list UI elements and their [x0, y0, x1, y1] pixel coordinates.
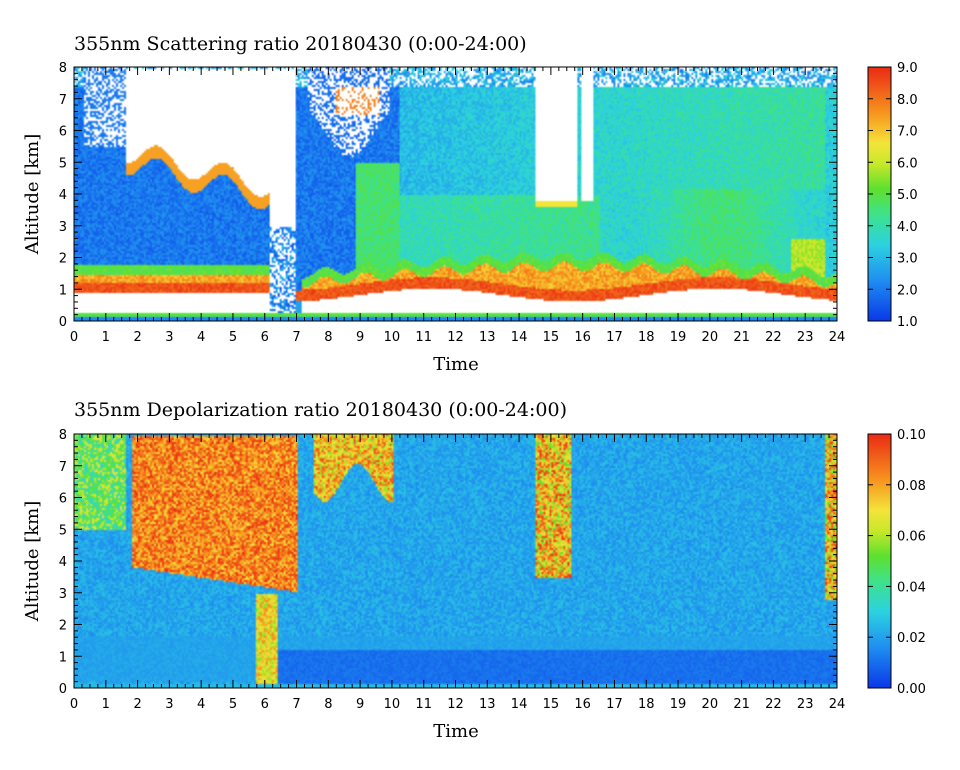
y-tick-label: 3	[59, 587, 67, 602]
x-tick-label: 11	[415, 697, 432, 712]
depolarization-heatmap	[74, 434, 837, 688]
x-tick-label: 0	[70, 330, 78, 345]
x-tick-label: 2	[133, 697, 141, 712]
scattering-title: 355nm Scattering ratio 20180430 (0:00-24…	[74, 33, 527, 55]
x-tick-label: 19	[670, 330, 687, 345]
y-tick-label: 1	[59, 650, 67, 665]
depolarization-ratio-panel: 355nm Depolarization ratio 20180430 (0:0…	[22, 399, 926, 742]
x-tick-label: 23	[797, 330, 814, 345]
scattering-colorbar-ticks: 1.0 2.0 3.0 4.0 5.0 6.0 7.0 8.0 9.0	[868, 61, 918, 330]
depolarization-ylabel: Altitude [km]	[22, 501, 43, 623]
colorbar-tick-label: 0.04	[897, 580, 926, 595]
x-tick-label: 8	[324, 697, 332, 712]
x-tick-label: 4	[197, 330, 205, 345]
colorbar-tick-label: 0.02	[897, 631, 926, 646]
x-tick-label: 16	[574, 330, 591, 345]
x-tick-label: 17	[606, 697, 623, 712]
x-tick-label: 22	[765, 697, 782, 712]
colorbar-tick-label: 1.0	[897, 315, 918, 330]
x-tick-label: 1	[102, 330, 110, 345]
depolarization-colorbar-ticks: 0.00 0.02 0.04 0.06 0.08 0.10	[868, 428, 926, 697]
x-tick-label: 18	[638, 697, 655, 712]
x-tick-label: 10	[384, 330, 401, 345]
x-tick-label: 4	[197, 697, 205, 712]
x-tick-label: 2	[133, 330, 141, 345]
y-tick-label: 5	[59, 523, 67, 538]
x-tick-label: 13	[479, 330, 496, 345]
x-tick-label: 9	[356, 697, 364, 712]
y-tick-label: 3	[59, 220, 67, 235]
y-tick-label: 7	[59, 460, 67, 475]
colorbar-tick-label: 3.0	[897, 252, 918, 267]
x-tick-label: 6	[261, 330, 269, 345]
scattering-heatmap	[74, 67, 837, 321]
colorbar-tick-label: 0.00	[897, 682, 926, 697]
y-tick-label: 0	[59, 682, 67, 697]
y-tick-label: 7	[59, 93, 67, 108]
colorbar-tick-label: 0.10	[897, 428, 926, 443]
x-tick-label: 24	[829, 330, 846, 345]
x-tick-label: 12	[447, 697, 464, 712]
depolarization-colorbar	[867, 433, 892, 689]
x-tick-label: 18	[638, 330, 655, 345]
y-tick-label: 8	[59, 428, 67, 443]
y-tick-label: 2	[59, 252, 67, 267]
x-tick-label: 3	[165, 330, 173, 345]
x-tick-label: 5	[229, 697, 237, 712]
x-tick-label: 22	[765, 330, 782, 345]
y-tick-label: 8	[59, 61, 67, 76]
x-tick-label: 14	[511, 330, 528, 345]
colorbar-tick-label: 7.0	[897, 125, 918, 140]
y-tick-label: 1	[59, 283, 67, 298]
x-tick-label: 16	[574, 697, 591, 712]
x-tick-label: 19	[670, 697, 687, 712]
x-tick-label: 1	[102, 697, 110, 712]
x-tick-label: 5	[229, 330, 237, 345]
colorbar-tick-label: 0.06	[897, 530, 926, 545]
y-tick-label: 4	[59, 555, 67, 570]
x-tick-label: 3	[165, 697, 173, 712]
scattering-xlabel: Time	[433, 354, 478, 375]
y-tick-label: 0	[59, 315, 67, 330]
scattering-axes: 0 1 2 3 4 5 6 7 8 9 10 11 12 13 14 15 16 17 18 19 20 21 22 23 24…	[59, 61, 846, 345]
x-tick-label: 20	[702, 697, 719, 712]
depolarization-axes: 0 1 2 3 4 5 6 7 8 9 10 11 12 13 14 15 16 17 18 19 20 21 22 23 24…	[59, 428, 846, 712]
x-tick-label: 17	[606, 330, 623, 345]
y-tick-label: 6	[59, 125, 67, 140]
x-tick-label: 12	[447, 330, 464, 345]
x-tick-label: 7	[292, 697, 300, 712]
colorbar-tick-label: 9.0	[897, 61, 918, 76]
x-tick-label: 8	[324, 330, 332, 345]
colorbar-tick-label: 4.0	[897, 220, 918, 235]
x-tick-label: 20	[702, 330, 719, 345]
colorbar-tick-label: 5.0	[897, 188, 918, 203]
y-tick-label: 2	[59, 619, 67, 634]
colorbar-tick-label: 8.0	[897, 93, 918, 108]
scattering-ylabel: Altitude [km]	[22, 134, 43, 256]
x-tick-label: 7	[292, 330, 300, 345]
x-tick-label: 24	[829, 697, 846, 712]
x-tick-label: 6	[261, 697, 269, 712]
x-tick-label: 13	[479, 697, 496, 712]
colorbar-tick-label: 0.08	[897, 479, 926, 494]
y-tick-label: 4	[59, 188, 67, 203]
x-tick-label: 14	[511, 697, 528, 712]
depolarization-title: 355nm Depolarization ratio 20180430 (0:0…	[74, 399, 567, 421]
x-tick-label: 23	[797, 697, 814, 712]
colorbar-tick-label: 2.0	[897, 283, 918, 298]
x-tick-label: 15	[543, 330, 560, 345]
x-tick-label: 0	[70, 697, 78, 712]
x-tick-label: 15	[543, 697, 560, 712]
depolarization-xlabel: Time	[433, 721, 478, 742]
y-tick-label: 6	[59, 492, 67, 507]
y-tick-label: 5	[59, 156, 67, 171]
x-tick-label: 21	[733, 330, 750, 345]
colorbar-tick-label: 6.0	[897, 156, 918, 171]
x-tick-label: 10	[384, 697, 401, 712]
x-tick-label: 21	[733, 697, 750, 712]
scattering-ratio-panel: 355nm Scattering ratio 20180430 (0:00-24…	[22, 33, 918, 375]
x-tick-label: 9	[356, 330, 364, 345]
x-tick-label: 11	[415, 330, 432, 345]
